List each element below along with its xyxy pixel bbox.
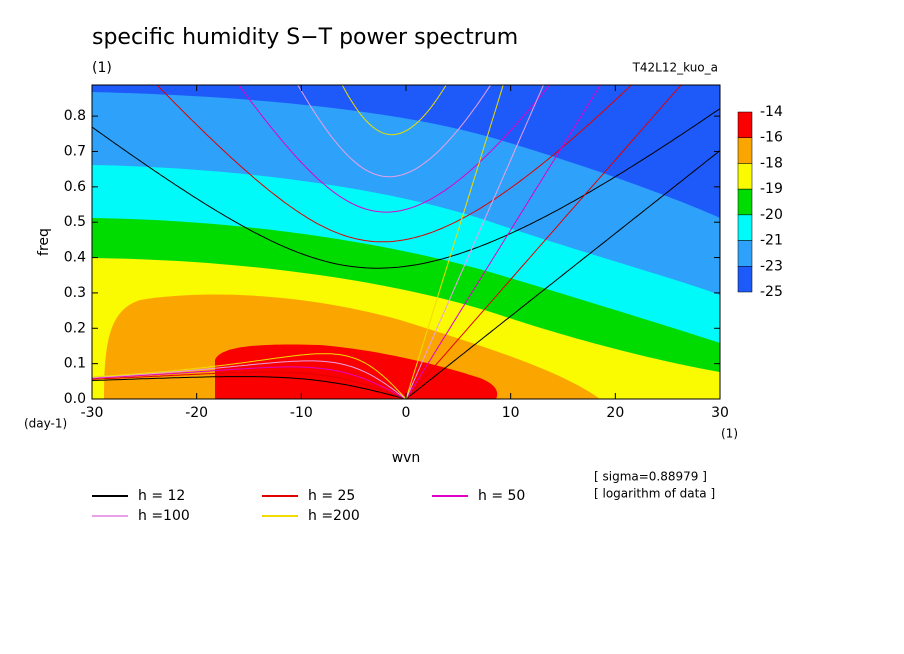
x-unit: (1) [721, 427, 738, 441]
legend-label: h =200 [308, 508, 360, 524]
y-tick-label: 0.3 [64, 285, 86, 301]
subtitle: (1) [92, 60, 112, 76]
colorbar-box [737, 266, 753, 293]
x-tick-label: -20 [185, 405, 208, 421]
dispersion-curve [341, 85, 447, 136]
chart-title: specific humidity S−T power spectrum [92, 25, 518, 50]
dispersion-curve [238, 85, 551, 213]
x-tick-label: 10 [502, 405, 520, 421]
colorbar-box [737, 137, 753, 164]
dispersion-curve [92, 353, 407, 399]
colorbar-label: -25 [760, 284, 783, 300]
y-tick-label: 0.0 [64, 391, 86, 407]
x-axis-label: wvn [392, 450, 421, 466]
y-tick-label: 0.1 [64, 356, 86, 372]
colorbar-box [737, 163, 753, 190]
y-tick-label: 0.2 [64, 320, 86, 336]
colorbar-box [737, 111, 753, 138]
x-tick-label: -10 [290, 405, 313, 421]
y-axis-label: freq [36, 228, 52, 256]
dispersion-curve [156, 85, 633, 243]
x-tick-label: 0 [402, 405, 411, 421]
legend-label: h = 12 [138, 488, 185, 504]
dispersion-curve [92, 108, 720, 269]
x-tick-label: -30 [81, 405, 104, 421]
dispersion-curve [92, 366, 407, 399]
dispersion-curve [92, 360, 407, 399]
dispersion-curves [92, 85, 720, 399]
note: [ sigma=0.88979 ] [594, 470, 707, 484]
y-unit: (day-1) [24, 417, 67, 431]
colorbar-box [737, 214, 753, 241]
y-tick-label: 0.4 [64, 250, 86, 266]
colorbar-label: -14 [760, 104, 783, 120]
dispersion-curve [405, 85, 682, 399]
dispersion-curve [405, 85, 504, 399]
legend-label: h = 25 [308, 488, 355, 504]
y-tick-label: 0.8 [64, 108, 86, 124]
y-tick-label: 0.7 [64, 143, 86, 159]
x-tick-label: 30 [711, 405, 729, 421]
colorbar-label: -20 [760, 207, 783, 223]
dispersion-curve [405, 85, 545, 399]
legend-label: h =100 [138, 508, 190, 524]
contour-fill [92, 85, 720, 399]
colorbar-label: -18 [760, 155, 783, 171]
colorbar-label: -23 [760, 258, 783, 274]
run-label: T42L12_kuo_a [632, 61, 718, 75]
colorbar-label: -19 [760, 181, 783, 197]
dispersion-curve [92, 376, 407, 399]
colorbar-box [737, 188, 753, 216]
y-tick-label: 0.5 [64, 214, 86, 230]
colorbar-label: -21 [760, 233, 783, 249]
x-tick-label: 20 [606, 405, 624, 421]
y-tick-label: 0.6 [64, 179, 86, 195]
colorbar-box [737, 240, 753, 267]
note: [ logarithm of data ] [594, 487, 715, 501]
dispersion-curve [297, 85, 492, 178]
contour-band [215, 344, 498, 399]
legend-label: h = 50 [478, 488, 525, 504]
dispersion-curve [405, 85, 602, 399]
dispersion-curve [92, 371, 407, 399]
dispersion-curve [405, 150, 720, 399]
colorbar-label: -16 [760, 130, 783, 146]
